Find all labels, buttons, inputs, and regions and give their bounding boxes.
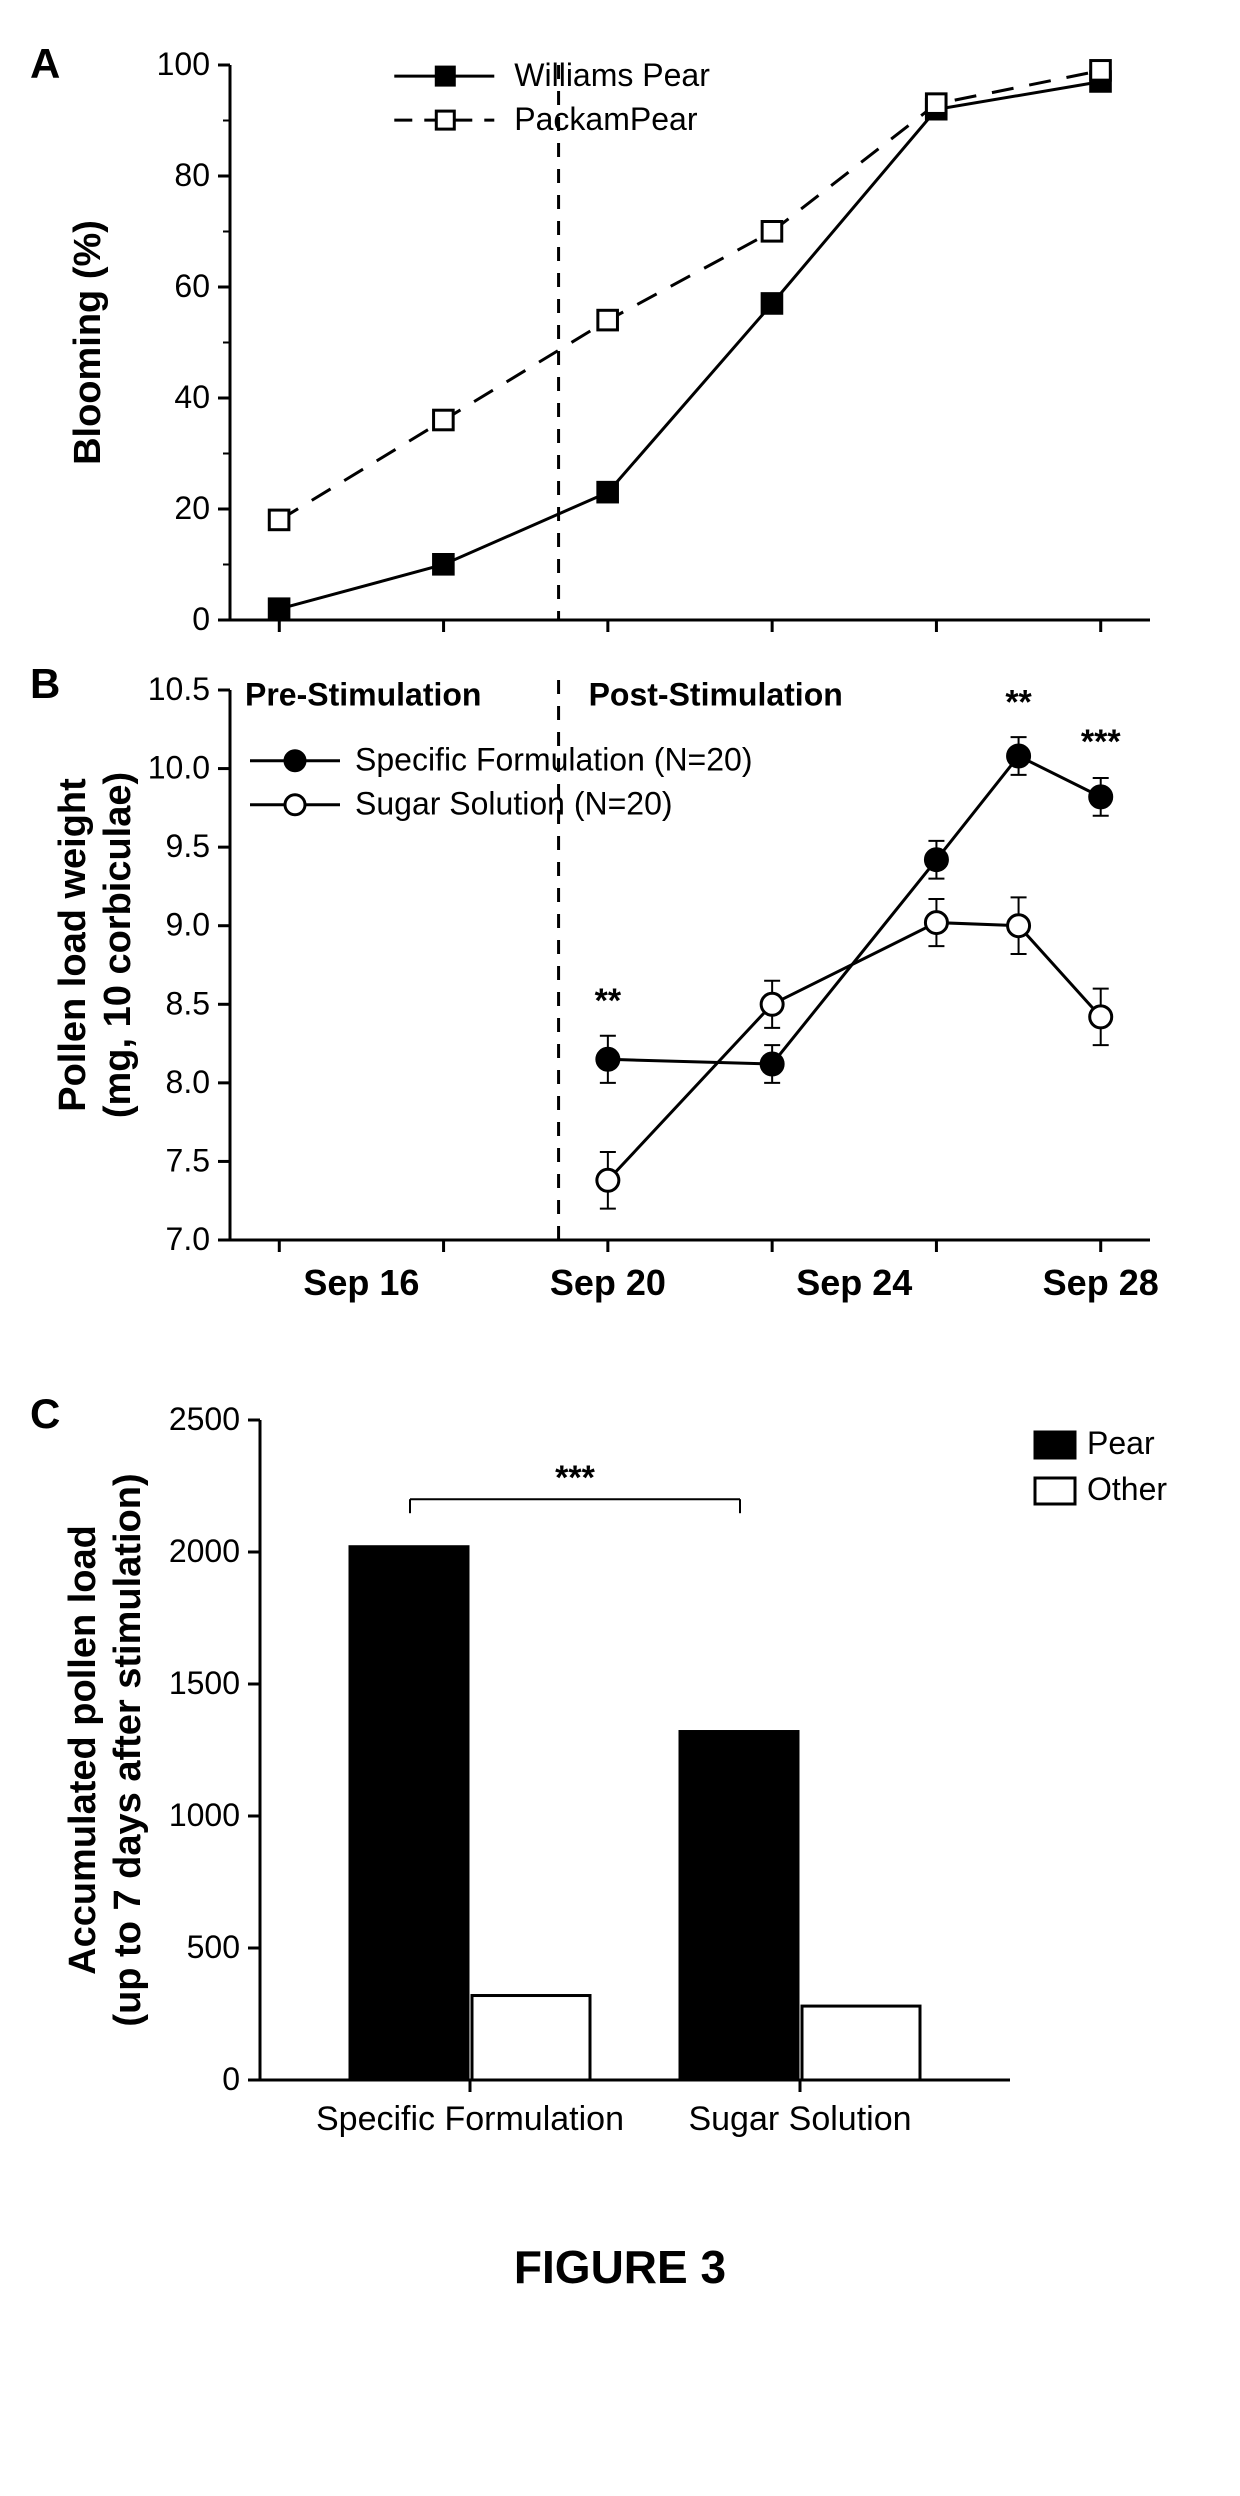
svg-text:1000: 1000 bbox=[169, 1797, 240, 1833]
chart-a: 0 20 40 60 80 100 Blooming (%) Williams Pear Pac… bbox=[30, 40, 1210, 680]
svg-text:80: 80 bbox=[174, 157, 210, 193]
svg-text:Pre-Stimulation: Pre-Stimulation bbox=[245, 677, 481, 713]
svg-text:2500: 2500 bbox=[169, 1401, 240, 1437]
svg-text:**: ** bbox=[595, 982, 622, 1020]
svg-text:9.0: 9.0 bbox=[166, 907, 210, 943]
svg-text:Specific Formulation (N=20): Specific Formulation (N=20) bbox=[355, 742, 752, 778]
svg-text:Sugar Solution: Sugar Solution bbox=[688, 2100, 911, 2138]
svg-text:Blooming (%): Blooming (%) bbox=[67, 220, 109, 465]
panel-c-label: C bbox=[30, 1390, 60, 1438]
svg-text:**: ** bbox=[1005, 684, 1032, 722]
svg-text:Accumulated pollen load: Accumulated pollen load bbox=[62, 1525, 104, 1975]
svg-text:100: 100 bbox=[157, 46, 210, 82]
svg-text:8.0: 8.0 bbox=[166, 1064, 210, 1100]
svg-text:Sep 16: Sep 16 bbox=[303, 1262, 419, 1303]
svg-text:7.5: 7.5 bbox=[166, 1142, 210, 1178]
svg-text:20: 20 bbox=[174, 490, 210, 526]
svg-text:Pollen load weight: Pollen load weight bbox=[52, 778, 94, 1112]
panel-b: B 7.0 7.5 8.0 8.5 9.0 9.5 10.0 10.5 Sep 16 Sep 20… bbox=[30, 660, 1210, 1360]
svg-text:Specific Formulation: Specific Formulation bbox=[316, 2100, 624, 2138]
chart-c: 0 500 1000 1500 2000 2500 Accumulated pollen l… bbox=[30, 1370, 1210, 2190]
svg-text:(up to 7 days after stimulatio: (up to 7 days after stimulation) bbox=[107, 1473, 149, 2026]
svg-text:***: *** bbox=[1081, 723, 1121, 761]
svg-text:7.0: 7.0 bbox=[166, 1221, 210, 1257]
svg-text:Sep 28: Sep 28 bbox=[1043, 1262, 1159, 1303]
svg-text:Sugar Solution (N=20): Sugar Solution (N=20) bbox=[355, 786, 673, 822]
svg-text:60: 60 bbox=[174, 268, 210, 304]
svg-text:0: 0 bbox=[192, 601, 210, 637]
svg-text:9.5: 9.5 bbox=[166, 828, 210, 864]
svg-text:Williams Pear: Williams Pear bbox=[514, 57, 710, 93]
svg-text:Sep 24: Sep 24 bbox=[796, 1262, 912, 1303]
figure-container: A 0 20 40 60 80 100 Blooming (%) Williams Pear P… bbox=[30, 40, 1210, 2294]
chart-b: 7.0 7.5 8.0 8.5 9.0 9.5 10.0 10.5 Sep 16 Sep 20 Se… bbox=[30, 660, 1210, 1360]
panel-c: C 0 500 1000 1500 2000 2500 Accumulated pollen… bbox=[30, 1370, 1210, 2190]
svg-text:(mg, 10 corbiculae): (mg, 10 corbiculae) bbox=[97, 772, 139, 1118]
svg-text:10.0: 10.0 bbox=[148, 750, 210, 786]
svg-text:10.5: 10.5 bbox=[148, 671, 210, 707]
svg-text:***: *** bbox=[555, 1459, 595, 1497]
svg-text:0: 0 bbox=[222, 2061, 240, 2097]
svg-text:8.5: 8.5 bbox=[166, 985, 210, 1021]
svg-text:2000: 2000 bbox=[169, 1533, 240, 1569]
figure-title: FIGURE 3 bbox=[30, 2240, 1210, 2294]
svg-text:Post-Stimulation: Post-Stimulation bbox=[589, 677, 843, 713]
svg-text:1500: 1500 bbox=[169, 1665, 240, 1701]
panel-b-label: B bbox=[30, 660, 60, 708]
svg-text:PackamPear: PackamPear bbox=[514, 101, 698, 137]
svg-text:Other: Other bbox=[1087, 1471, 1167, 1507]
svg-text:500: 500 bbox=[187, 1929, 240, 1965]
svg-text:Sep 20: Sep 20 bbox=[550, 1262, 666, 1303]
panel-a: A 0 20 40 60 80 100 Blooming (%) Williams Pear P… bbox=[30, 40, 1210, 680]
svg-text:Pear: Pear bbox=[1087, 1425, 1155, 1461]
svg-text:40: 40 bbox=[174, 379, 210, 415]
panel-a-label: A bbox=[30, 40, 60, 88]
